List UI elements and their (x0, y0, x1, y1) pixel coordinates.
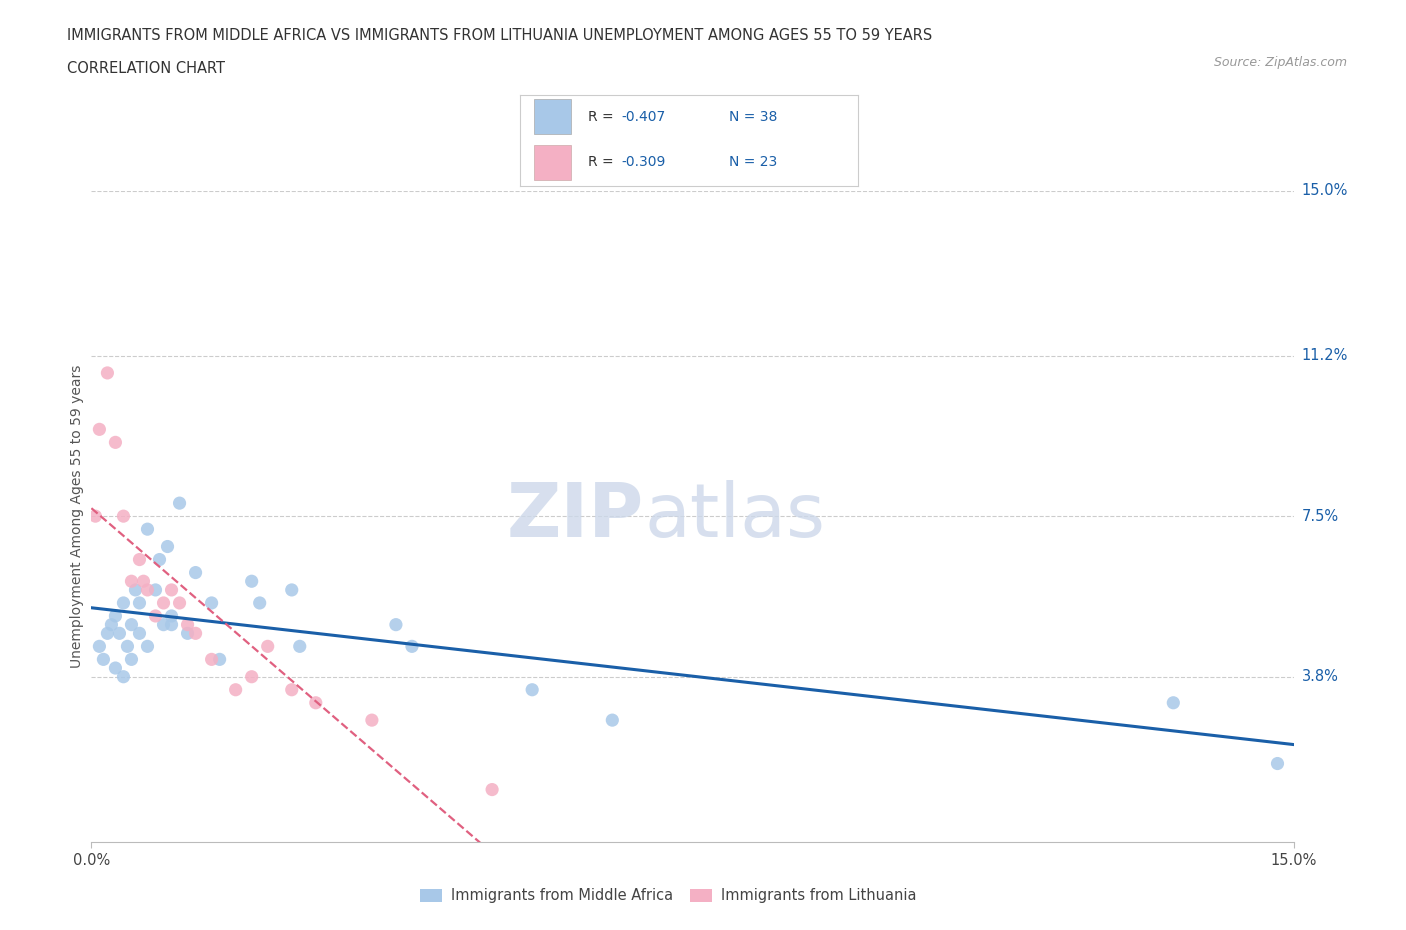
Point (281, 683, 304, 698)
Point (108, 626, 131, 641)
Point (160, 618, 183, 632)
Point (176, 626, 198, 641)
Point (117, 639, 139, 654)
Point (96, 365, 118, 380)
Point (112, 509, 135, 524)
Point (169, 595, 191, 610)
Point (1161, 696, 1184, 711)
Text: Source: ZipAtlas.com: Source: ZipAtlas.com (1213, 56, 1347, 69)
Point (401, 639, 423, 654)
Point (84, 509, 107, 524)
Point (201, 652, 224, 667)
Point (112, 670, 135, 684)
Point (104, 435, 127, 450)
Point (184, 626, 207, 641)
Text: 11.2%: 11.2% (1302, 348, 1348, 363)
Point (89, 422, 111, 437)
Point (148, 552, 170, 567)
Point (145, 582, 167, 597)
Point (208, 652, 231, 667)
Point (112, 595, 135, 610)
Text: CORRELATION CHART: CORRELATION CHART (67, 61, 225, 76)
Point (121, 574, 143, 589)
Point (240, 670, 263, 684)
Point (128, 626, 150, 641)
Point (121, 618, 143, 632)
Point (256, 639, 278, 654)
Point (160, 582, 183, 597)
Text: ZIP: ZIP (508, 480, 644, 552)
Point (201, 595, 224, 610)
Point (249, 595, 271, 610)
Point (1267, 756, 1289, 771)
Point (145, 608, 167, 623)
Text: R =: R = (588, 110, 617, 124)
Text: IMMIGRANTS FROM MIDDLE AFRICA VS IMMIGRANTS FROM LITHUANIA UNEMPLOYMENT AMONG AG: IMMIGRANTS FROM MIDDLE AFRICA VS IMMIGRA… (67, 28, 932, 43)
Text: 15.0%: 15.0% (1302, 183, 1348, 198)
Point (121, 652, 143, 667)
Text: R =: R = (588, 155, 617, 169)
Point (288, 639, 311, 654)
Point (176, 618, 198, 632)
Point (481, 782, 503, 797)
Point (132, 574, 155, 589)
Point (136, 582, 159, 597)
Point (128, 595, 150, 610)
Point (240, 574, 263, 589)
Text: 3.8%: 3.8% (1302, 670, 1339, 684)
Point (93, 652, 115, 667)
Point (160, 608, 183, 623)
Point (100, 618, 122, 632)
Text: atlas: atlas (644, 480, 825, 552)
Point (136, 639, 159, 654)
Y-axis label: Unemployment Among Ages 55 to 59 years: Unemployment Among Ages 55 to 59 years (70, 365, 84, 668)
Point (225, 683, 247, 698)
Text: N = 23: N = 23 (730, 155, 778, 169)
Point (156, 539, 179, 554)
Point (152, 595, 174, 610)
Point (281, 582, 304, 597)
Point (96, 626, 118, 641)
FancyBboxPatch shape (534, 145, 571, 179)
Text: N = 38: N = 38 (730, 110, 778, 124)
Point (128, 552, 150, 567)
Point (104, 660, 127, 675)
Point (305, 696, 328, 711)
Point (152, 618, 174, 632)
Point (602, 712, 624, 727)
Point (360, 712, 382, 727)
Text: -0.309: -0.309 (621, 155, 666, 169)
Point (169, 496, 191, 511)
FancyBboxPatch shape (534, 100, 571, 134)
Point (89, 639, 111, 654)
Point (520, 683, 543, 698)
Point (184, 565, 207, 580)
Point (124, 582, 146, 597)
Text: 7.5%: 7.5% (1302, 509, 1339, 524)
Point (385, 618, 408, 632)
Point (136, 522, 159, 537)
Point (104, 608, 127, 623)
Legend: Immigrants from Middle Africa, Immigrants from Lithuania: Immigrants from Middle Africa, Immigrant… (415, 883, 922, 910)
Text: -0.407: -0.407 (621, 110, 665, 124)
